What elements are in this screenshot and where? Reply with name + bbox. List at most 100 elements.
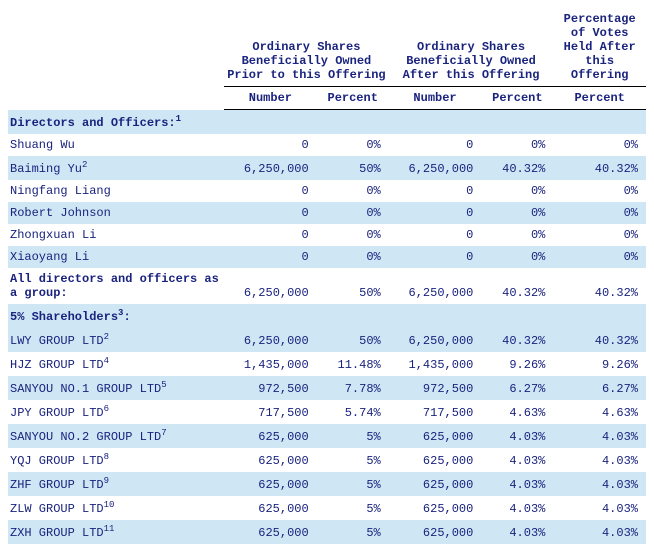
cell-percent-prior: 50% [317,156,389,180]
cell-percent-after: 4.03% [481,520,553,544]
group-total-label: All directors and officers as a group: [8,268,224,304]
cell-number-after: 0 [389,246,482,268]
cell-percent-votes: 9.26% [553,352,646,376]
cell-number-after: 625,000 [389,448,482,472]
table-row: Ningfang Liang00%00%0% [8,180,646,202]
cell-number-prior: 6,250,000 [224,156,317,180]
cell-percent-prior: 0% [317,224,389,246]
cell-percent-votes: 4.63% [553,400,646,424]
cell-percent-after: 4.03% [481,472,553,496]
cell-number-after: 625,000 [389,496,482,520]
cell-percent-votes: 40.32% [553,328,646,352]
cell-number-prior: 717,500 [224,400,317,424]
table-row: Xiaoyang Li00%00%0% [8,246,646,268]
cell-number-after: 0 [389,202,482,224]
cell-number-after: 0 [389,134,482,156]
director-name: Ningfang Liang [8,180,224,202]
cell-percent-after: 0% [481,202,553,224]
cell-number-after: 6,250,000 [389,268,482,304]
cell-number-prior: 972,500 [224,376,317,400]
cell-percent-votes: 40.32% [553,156,646,180]
director-name: Baiming Yu2 [8,156,224,180]
cell-number-prior: 625,000 [224,448,317,472]
shareholder-name: ZHF GROUP LTD9 [8,472,224,496]
cell-number-prior: 0 [224,246,317,268]
cell-number-prior: 6,250,000 [224,268,317,304]
table-body: Directors and Officers:1Shuang Wu00%00%0… [8,110,646,545]
cell-number-prior: 0 [224,202,317,224]
cell-number-after: 625,000 [389,472,482,496]
section-shareholders: 5% Shareholders3: [8,304,646,328]
table-row: SANYOU NO.1 GROUP LTD5972,5007.78%972,50… [8,376,646,400]
cell-percent-after: 4.03% [481,448,553,472]
table-row: SANYOU NO.2 GROUP LTD7625,0005%625,0004.… [8,424,646,448]
cell-percent-prior: 11.48% [317,352,389,376]
table-row: LWY GROUP LTD26,250,00050%6,250,00040.32… [8,328,646,352]
footnote-ref: 1 [176,114,181,124]
cell-percent-votes: 4.03% [553,424,646,448]
cell-percent-prior: 7.78% [317,376,389,400]
footnote-ref: 10 [104,500,115,510]
shareholder-name: ZLW GROUP LTD10 [8,496,224,520]
table-row: ZHF GROUP LTD9625,0005%625,0004.03%4.03% [8,472,646,496]
sub-number-2: Number [389,87,482,110]
cell-percent-prior: 50% [317,328,389,352]
cell-percent-after: 4.03% [481,496,553,520]
cell-number-prior: 625,000 [224,520,317,544]
section-directors: Directors and Officers:1 [8,110,646,135]
sub-percent-3: Percent [553,87,646,110]
cell-percent-after: 4.03% [481,424,553,448]
shareholder-name: SANYOU NO.1 GROUP LTD5 [8,376,224,400]
group-total-row: All directors and officers as a group:6,… [8,268,646,304]
footnote-ref: 8 [104,452,109,462]
table-row: Baiming Yu26,250,00050%6,250,00040.32%40… [8,156,646,180]
footnote-ref: 5 [161,380,166,390]
shareholder-name: JPY GROUP LTD6 [8,400,224,424]
cell-percent-votes: 4.03% [553,448,646,472]
cell-number-prior: 0 [224,180,317,202]
cell-number-after: 6,250,000 [389,328,482,352]
cell-percent-prior: 0% [317,180,389,202]
cell-percent-votes: 4.03% [553,496,646,520]
cell-number-after: 1,435,000 [389,352,482,376]
header-after: Ordinary Shares Beneficially Owned After… [389,8,554,87]
cell-percent-prior: 5% [317,496,389,520]
director-name: Zhongxuan Li [8,224,224,246]
footnote-ref: 6 [104,404,109,414]
cell-percent-votes: 4.03% [553,472,646,496]
cell-number-prior: 1,435,000 [224,352,317,376]
cell-percent-after: 40.32% [481,268,553,304]
footnote-ref: 7 [161,428,166,438]
footnote-ref: 3 [118,308,123,318]
cell-number-after: 717,500 [389,400,482,424]
table-row: Shuang Wu00%00%0% [8,134,646,156]
cell-percent-after: 0% [481,180,553,202]
cell-percent-after: 4.63% [481,400,553,424]
table-row: ZLW GROUP LTD10625,0005%625,0004.03%4.03… [8,496,646,520]
cell-number-after: 972,500 [389,376,482,400]
cell-number-prior: 0 [224,224,317,246]
cell-number-after: 0 [389,224,482,246]
cell-percent-after: 0% [481,134,553,156]
table-row: Zhongxuan Li00%00%0% [8,224,646,246]
table-row: Robert Johnson00%00%0% [8,202,646,224]
shareholder-name: SANYOU NO.2 GROUP LTD7 [8,424,224,448]
shareholder-name: ZXH GROUP LTD11 [8,520,224,544]
cell-number-prior: 0 [224,134,317,156]
cell-percent-after: 0% [481,224,553,246]
shareholder-name: LWY GROUP LTD2 [8,328,224,352]
director-name: Robert Johnson [8,202,224,224]
cell-percent-after: 40.32% [481,328,553,352]
cell-percent-after: 9.26% [481,352,553,376]
cell-number-after: 6,250,000 [389,156,482,180]
cell-percent-votes: 0% [553,246,646,268]
cell-percent-prior: 5% [317,520,389,544]
cell-percent-votes: 0% [553,202,646,224]
cell-percent-after: 40.32% [481,156,553,180]
footnote-ref: 11 [104,524,115,534]
sub-percent-2: Percent [481,87,553,110]
cell-percent-prior: 0% [317,246,389,268]
cell-percent-prior: 50% [317,268,389,304]
cell-percent-prior: 5.74% [317,400,389,424]
cell-number-after: 0 [389,180,482,202]
